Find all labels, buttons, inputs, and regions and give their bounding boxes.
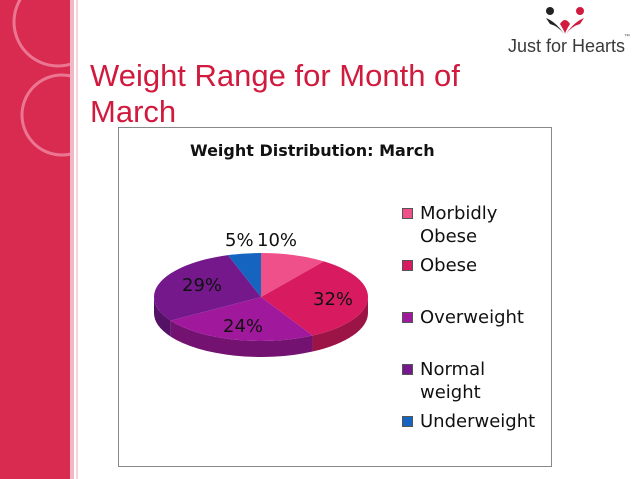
legend-swatch	[402, 416, 413, 427]
data-label: 29%	[182, 275, 223, 296]
legend-label: Obese	[420, 255, 478, 276]
data-label: 32%	[313, 289, 354, 310]
pie-slice	[261, 261, 368, 336]
pie-slice-side	[154, 297, 171, 337]
trademark-symbol: ™	[624, 34, 630, 40]
heart-people-icon	[546, 7, 584, 34]
pie-slice	[154, 255, 261, 321]
logo-text: Just for Hearts	[508, 36, 626, 56]
pie-slice	[227, 253, 261, 297]
legend-label: Underweight	[420, 411, 536, 432]
decorative-circles	[12, 0, 70, 157]
legend-swatch	[402, 364, 413, 375]
pie-slice-side	[312, 297, 368, 352]
data-label: 10%	[257, 230, 298, 251]
pie-slice	[261, 253, 324, 297]
legend-swatch	[402, 260, 413, 271]
just-for-hearts-logo: Just for Hearts ™	[508, 4, 630, 62]
pie-slice-side	[170, 320, 313, 357]
legend-swatch	[402, 312, 413, 323]
legend-swatch	[402, 208, 413, 219]
legend-label: Normal weight	[420, 359, 486, 403]
legend-label: Overweight	[420, 307, 524, 328]
data-label: 24%	[223, 316, 264, 337]
pie-chart	[154, 253, 368, 357]
data-label: 5%	[225, 230, 254, 251]
chart-title: Weight Distribution: March	[190, 141, 435, 160]
slide-title: Weight Range for Month of March	[90, 58, 460, 129]
legend-label: Morbidly Obese	[420, 203, 498, 247]
divider-line	[76, 0, 78, 479]
divider-line	[70, 0, 74, 479]
pie-slice	[170, 297, 313, 341]
decorative-side-band	[0, 0, 70, 479]
